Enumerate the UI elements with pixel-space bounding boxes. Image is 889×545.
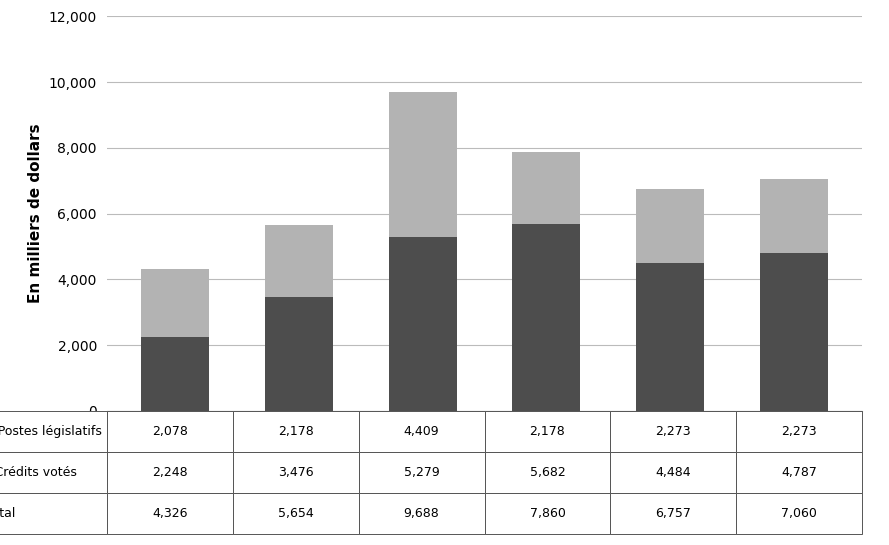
Bar bbox=[141, 337, 209, 411]
Bar bbox=[637, 189, 704, 263]
Bar bbox=[141, 269, 209, 337]
Bar bbox=[388, 92, 457, 237]
Bar bbox=[760, 179, 828, 253]
Bar bbox=[512, 153, 581, 224]
Bar bbox=[265, 296, 332, 411]
Bar bbox=[637, 263, 704, 411]
Y-axis label: En milliers de dollars: En milliers de dollars bbox=[28, 124, 44, 304]
Bar bbox=[760, 253, 828, 411]
Bar bbox=[265, 225, 332, 296]
Bar bbox=[388, 237, 457, 411]
Bar bbox=[512, 224, 581, 411]
